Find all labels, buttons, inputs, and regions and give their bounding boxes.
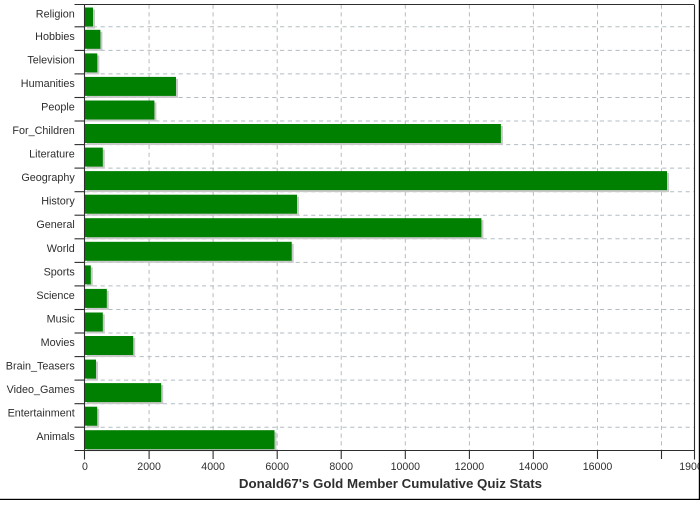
svg-text:4000: 4000 bbox=[201, 461, 225, 473]
svg-text:Television: Television bbox=[27, 54, 74, 66]
svg-text:12000: 12000 bbox=[455, 461, 485, 473]
svg-text:General: General bbox=[36, 219, 74, 231]
svg-text:16000: 16000 bbox=[583, 461, 613, 473]
svg-text:Movies: Movies bbox=[41, 337, 76, 349]
svg-text:6000: 6000 bbox=[265, 461, 289, 473]
svg-text:Animals: Animals bbox=[36, 431, 75, 443]
svg-text:Sports: Sports bbox=[44, 266, 76, 278]
svg-text:Video_Games: Video_Games bbox=[7, 384, 76, 396]
svg-text:Brain_Teasers: Brain_Teasers bbox=[6, 361, 76, 373]
svg-text:Religion: Religion bbox=[36, 9, 75, 21]
svg-text:Science: Science bbox=[36, 290, 74, 302]
svg-text:People: People bbox=[41, 102, 75, 114]
svg-text:2000: 2000 bbox=[137, 461, 161, 473]
svg-text:History: History bbox=[41, 196, 75, 208]
svg-text:Hobbies: Hobbies bbox=[35, 31, 75, 43]
svg-text:14000: 14000 bbox=[519, 461, 549, 473]
svg-text:Donald67's Gold Member Cumulat: Donald67's Gold Member Cumulative Quiz S… bbox=[239, 476, 542, 491]
svg-text:World: World bbox=[47, 243, 75, 255]
svg-text:Humanities: Humanities bbox=[21, 78, 76, 90]
svg-text:Entertainment: Entertainment bbox=[8, 408, 75, 420]
svg-text:Music: Music bbox=[47, 314, 76, 326]
svg-text:Literature: Literature bbox=[29, 149, 75, 161]
svg-text:8000: 8000 bbox=[329, 461, 353, 473]
svg-text:For_Children: For_Children bbox=[12, 125, 74, 137]
svg-text:19000: 19000 bbox=[679, 461, 700, 473]
svg-text:10000: 10000 bbox=[391, 461, 421, 473]
svg-text:0: 0 bbox=[82, 461, 88, 473]
svg-text:Geography: Geography bbox=[21, 172, 75, 184]
